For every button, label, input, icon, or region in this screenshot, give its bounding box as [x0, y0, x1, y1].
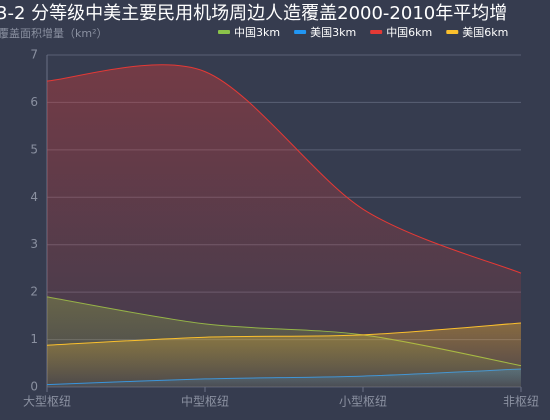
legend-swatch: [218, 30, 230, 34]
y-tick-label: 4: [30, 190, 38, 204]
y-tick-label: 2: [30, 285, 38, 299]
chart-title: 3-2 分等级中美主要民用机场周边人造覆盖2000-2010年平均增: [0, 3, 507, 24]
y-tick-label: 1: [30, 332, 38, 346]
legend-label: 美国3km: [310, 26, 356, 39]
legend-swatch: [294, 30, 307, 34]
legend-label: 中国3km: [234, 26, 280, 39]
line: [46, 322, 522, 346]
x-tick-label: 非枢纽: [503, 394, 539, 409]
y-tick-label: 7: [30, 48, 38, 62]
line: [46, 64, 522, 274]
y-tick-label: 3: [30, 237, 38, 251]
legend-label: 中国6km: [386, 26, 432, 39]
x-tick-label: 小型枢纽: [339, 394, 387, 409]
legend-swatch: [370, 30, 383, 34]
x-tick-label: 中型枢纽: [181, 394, 229, 409]
area: [47, 64, 521, 387]
y-tick-label: 6: [30, 95, 38, 109]
legend-swatch: [446, 30, 459, 34]
x-tick-label: 大型枢纽: [23, 394, 71, 409]
legend-label: 美国6km: [462, 26, 508, 39]
y-axis-label: 覆盖面积增量（km²）: [0, 26, 108, 40]
y-tick-label: 0: [30, 380, 38, 394]
y-tick-label: 5: [30, 142, 38, 156]
